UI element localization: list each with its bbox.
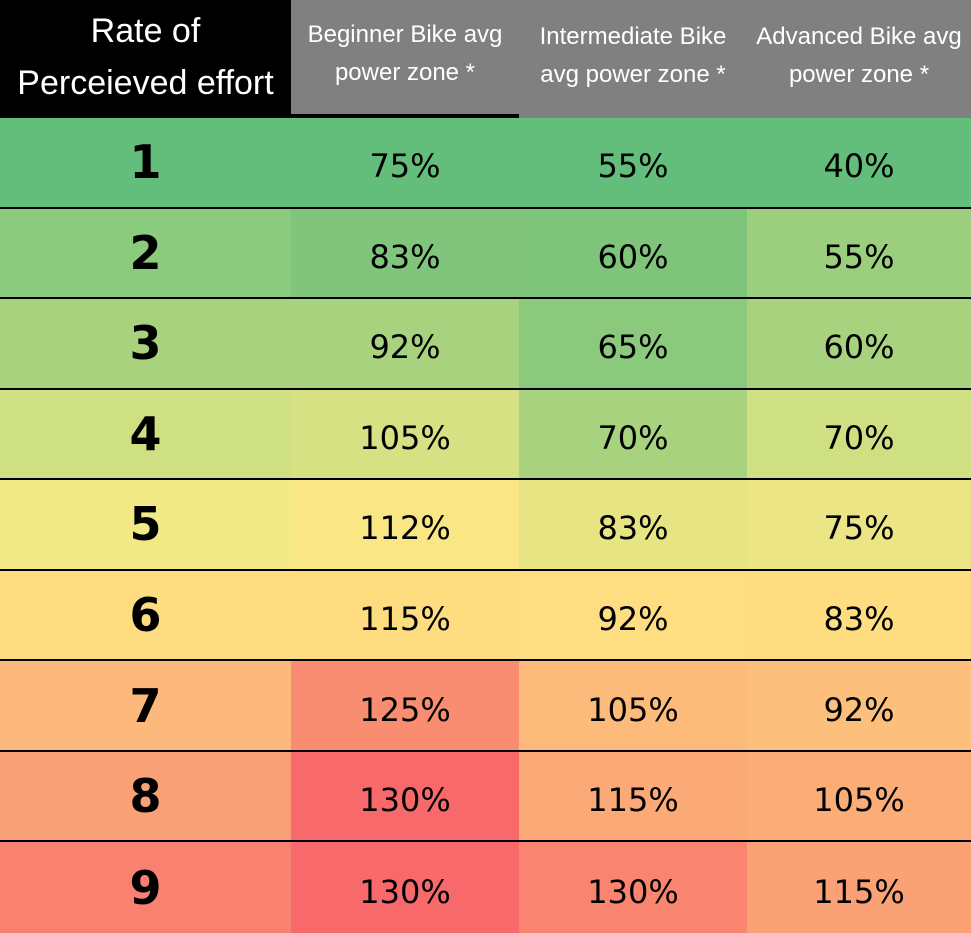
cell-rpe1-intermediate: 55% xyxy=(519,118,747,209)
advanced-column-header: Advanced Bike avg power zone * xyxy=(747,0,971,118)
rpe-header-line2: Perceieved effort xyxy=(17,64,274,102)
cell-rpe3-beginner: 92% xyxy=(291,299,519,390)
cell-rpe9-beginner: 130% xyxy=(291,842,519,933)
cell-rpe6-intermediate: 92% xyxy=(519,570,747,662)
cell-rpe4-advanced: 70% xyxy=(747,389,971,481)
cell-rpe6-advanced: 83% xyxy=(747,570,971,662)
rpe-header-line1: Rate of xyxy=(90,12,201,50)
cell-rpe3-intermediate: 65% xyxy=(519,299,747,390)
cell-rpe9-advanced: 115% xyxy=(747,842,971,933)
cell-rpe8-intermediate: 115% xyxy=(519,751,747,843)
rpe-level-9: 9 xyxy=(0,842,291,933)
intermediate-header-line1: Intermediate Bike xyxy=(539,23,727,50)
cell-rpe4-intermediate: 70% xyxy=(519,389,747,481)
cell-rpe2-beginner: 83% xyxy=(291,208,519,300)
advanced-header-line1: Advanced Bike avg xyxy=(756,23,962,50)
rpe-level-1: 1 xyxy=(0,118,291,209)
cell-rpe8-advanced: 105% xyxy=(747,751,971,843)
cell-rpe5-beginner: 112% xyxy=(291,480,519,571)
rpe-level-7: 7 xyxy=(0,661,291,752)
cell-rpe6-beginner: 115% xyxy=(291,570,519,662)
cell-rpe5-intermediate: 83% xyxy=(519,480,747,571)
cell-rpe1-advanced: 40% xyxy=(747,118,971,209)
cell-rpe9-intermediate: 130% xyxy=(519,842,747,933)
intermediate-column-header: Intermediate Bike avg power zone * xyxy=(519,0,747,118)
rpe-level-5: 5 xyxy=(0,480,291,571)
cell-rpe5-advanced: 75% xyxy=(747,480,971,571)
beginner-column-header: Beginner Bike avg power zone * xyxy=(291,0,519,118)
rpe-level-6: 6 xyxy=(0,570,291,662)
advanced-header-line2: power zone * xyxy=(788,61,930,88)
rpe-level-4: 4 xyxy=(0,389,291,481)
cell-rpe1-beginner: 75% xyxy=(291,118,519,209)
rpe-header: Rate of Perceieved effort xyxy=(0,0,291,118)
beginner-header-line2: power zone * xyxy=(334,59,476,86)
rpe-level-2: 2 xyxy=(0,208,291,300)
cell-rpe7-beginner: 125% xyxy=(291,661,519,752)
beginner-header-line1: Beginner Bike avg xyxy=(307,21,503,48)
cell-rpe2-advanced: 55% xyxy=(747,208,971,300)
cell-rpe7-advanced: 92% xyxy=(747,661,971,752)
intermediate-header-line2: avg power zone * xyxy=(540,61,726,88)
cell-rpe3-advanced: 60% xyxy=(747,299,971,390)
cell-rpe7-intermediate: 105% xyxy=(519,661,747,752)
cell-rpe4-beginner: 105% xyxy=(291,389,519,481)
cell-rpe2-intermediate: 60% xyxy=(519,208,747,300)
rpe-level-8: 8 xyxy=(0,751,291,843)
rpe-level-3: 3 xyxy=(0,299,291,390)
cell-rpe8-beginner: 130% xyxy=(291,751,519,843)
